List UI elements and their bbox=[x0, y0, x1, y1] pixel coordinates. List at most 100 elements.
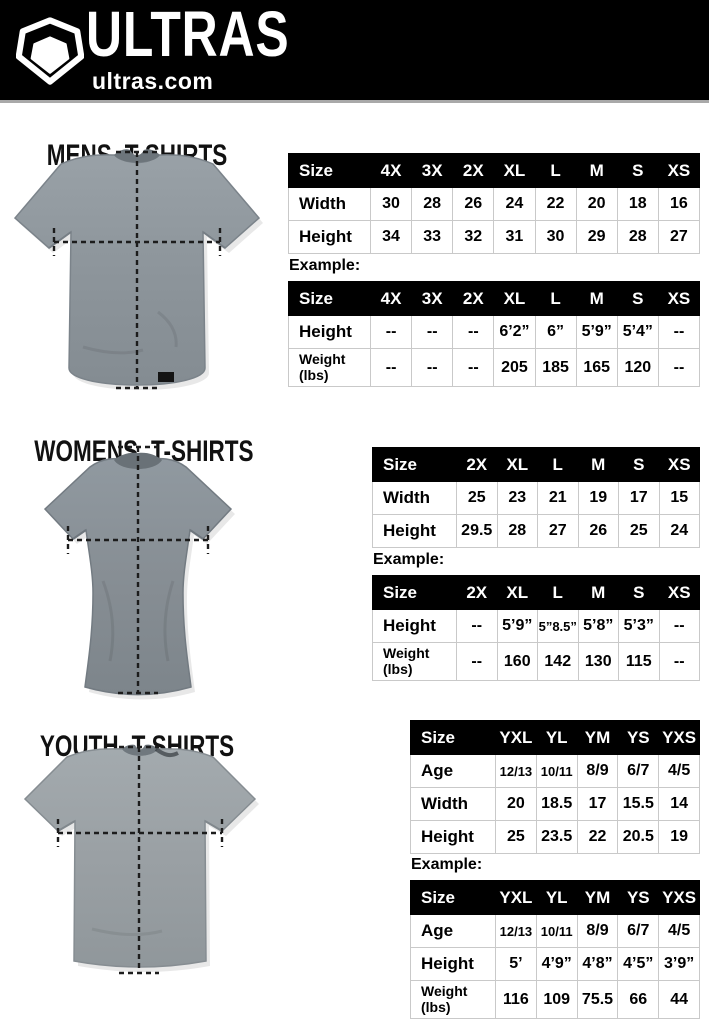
size-header-row: Size 2X XL L M S XS bbox=[372, 447, 700, 482]
row-label-cell: Weight (lbs) bbox=[288, 348, 371, 387]
value-cell: 32 bbox=[452, 220, 495, 254]
value-cell: 185 bbox=[534, 348, 577, 387]
value-cell: 30 bbox=[369, 187, 413, 221]
value-cell: 20 bbox=[575, 187, 618, 221]
youth-example-table: Size YXL YL YM YS YXS Age 12/13 10/11 8/9 6/7 4/5 He… bbox=[410, 880, 700, 1019]
size-header-cell: S bbox=[618, 575, 660, 610]
value-cell: 4/5 bbox=[658, 914, 700, 948]
value-cell: 29.5 bbox=[456, 514, 498, 548]
size-header-cell: XS bbox=[658, 447, 700, 482]
value-cell: -- bbox=[658, 642, 700, 681]
value-cell: 27 bbox=[537, 514, 579, 548]
value-cell: 142 bbox=[537, 642, 579, 681]
size-header-cell: XS bbox=[657, 153, 701, 188]
size-header-cell: YS bbox=[617, 880, 660, 915]
ultras-logo-icon bbox=[16, 17, 84, 85]
value-cell: 5’8” bbox=[577, 609, 619, 643]
size-header-cell: 2X bbox=[456, 575, 498, 610]
example-label-womens: Example: bbox=[373, 551, 445, 568]
value-cell: 6’2” bbox=[493, 315, 536, 349]
youth-tshirt-image bbox=[23, 744, 259, 975]
value-cell: 25 bbox=[495, 820, 537, 854]
size-header-cell: M bbox=[577, 575, 619, 610]
corner-header-cell: Size bbox=[372, 447, 457, 482]
size-header-cell: YS bbox=[617, 720, 660, 755]
value-cell: 23 bbox=[496, 481, 538, 515]
value-cell: 4’9” bbox=[535, 947, 578, 981]
value-cell: -- bbox=[411, 348, 454, 387]
size-header-cell: 3X bbox=[411, 281, 454, 316]
value-cell: 34 bbox=[369, 220, 413, 254]
value-cell: 160 bbox=[496, 642, 538, 681]
value-cell: 15 bbox=[658, 481, 700, 515]
value-cell: 19 bbox=[577, 481, 619, 515]
womens-example-table: Size 2X XL L M S XS Height -- 5’9” 5”8.5” 5’8” 5’3” -… bbox=[372, 575, 700, 681]
row-label-cell: Height bbox=[288, 315, 371, 349]
row-label-cell: Height bbox=[410, 947, 496, 981]
table-row: Height 29.5 28 27 26 25 24 bbox=[372, 514, 700, 548]
value-cell: 20 bbox=[495, 787, 537, 821]
value-cell: 6” bbox=[534, 315, 577, 349]
row-label-cell: Age bbox=[410, 754, 496, 788]
size-header-cell: YXL bbox=[495, 720, 537, 755]
site-url: ultras.com bbox=[92, 68, 214, 94]
example-label-youth: Example: bbox=[411, 856, 483, 873]
value-cell: 10/11 bbox=[535, 754, 578, 788]
measurement-lines bbox=[52, 150, 222, 390]
measurement-lines bbox=[56, 745, 224, 975]
value-cell: 130 bbox=[577, 642, 619, 681]
size-header-cell: XL bbox=[496, 575, 538, 610]
value-cell: 12/13 bbox=[495, 914, 537, 948]
size-header-cell: S bbox=[616, 281, 659, 316]
size-header-cell: 2X bbox=[452, 281, 495, 316]
value-cell: 4’8” bbox=[576, 947, 619, 981]
value-cell: 116 bbox=[495, 980, 537, 1019]
value-cell: 15.5 bbox=[617, 787, 660, 821]
corner-header-cell: Size bbox=[410, 880, 496, 915]
size-header-cell: 4X bbox=[369, 281, 413, 316]
value-cell: 25 bbox=[456, 481, 498, 515]
value-cell: -- bbox=[657, 315, 701, 349]
size-header-cell: YXS bbox=[658, 720, 700, 755]
hem-tag bbox=[158, 372, 174, 382]
size-header-row: Size 2X XL L M S XS bbox=[372, 575, 700, 610]
size-header-cell: 4X bbox=[369, 153, 413, 188]
value-cell: 4/5 bbox=[658, 754, 700, 788]
value-cell: 5”8.5” bbox=[537, 609, 579, 643]
example-label-mens: Example: bbox=[289, 257, 361, 274]
value-cell: 14 bbox=[658, 787, 700, 821]
value-cell: 6/7 bbox=[617, 754, 660, 788]
size-header-row: Size 4X 3X 2X XL L M S XS bbox=[288, 153, 701, 188]
value-cell: -- bbox=[452, 348, 495, 387]
table-row: Age 12/13 10/11 8/9 6/7 4/5 bbox=[410, 754, 700, 788]
table-row: Age 12/13 10/11 8/9 6/7 4/5 bbox=[410, 914, 700, 948]
value-cell: 24 bbox=[493, 187, 536, 221]
value-cell: -- bbox=[369, 348, 413, 387]
size-header-row: Size YXL YL YM YS YXS bbox=[410, 880, 700, 915]
value-cell: 165 bbox=[575, 348, 618, 387]
value-cell: 75.5 bbox=[576, 980, 619, 1019]
row-label-cell: Weight (lbs) bbox=[372, 642, 457, 681]
corner-header-cell: Size bbox=[288, 281, 371, 316]
value-cell: 26 bbox=[577, 514, 619, 548]
value-cell: 18.5 bbox=[535, 787, 578, 821]
table-row: Height 25 23.5 22 20.5 19 bbox=[410, 820, 700, 854]
row-label-cell: Height bbox=[288, 220, 371, 254]
size-header-cell: L bbox=[537, 575, 579, 610]
size-header-cell: 3X bbox=[411, 153, 454, 188]
value-cell: -- bbox=[456, 609, 498, 643]
mens-size-table: Size 4X 3X 2X XL L M S XS Width 30 28 26 24 22 20 18 16 He… bbox=[288, 153, 701, 254]
size-header-row: Size 4X 3X 2X XL L M S XS bbox=[288, 281, 701, 316]
size-header-cell: 2X bbox=[452, 153, 495, 188]
measurement-lines bbox=[66, 445, 210, 695]
site-header: ULTRAS ultras.com bbox=[0, 0, 709, 103]
value-cell: 27 bbox=[657, 220, 701, 254]
value-cell: 5’9” bbox=[496, 609, 538, 643]
row-label-cell: Age bbox=[410, 914, 496, 948]
value-cell: 109 bbox=[535, 980, 578, 1019]
value-cell: -- bbox=[411, 315, 454, 349]
value-cell: 17 bbox=[618, 481, 660, 515]
value-cell: 17 bbox=[576, 787, 619, 821]
size-header-cell: XL bbox=[493, 153, 536, 188]
size-header-cell: XS bbox=[657, 281, 701, 316]
